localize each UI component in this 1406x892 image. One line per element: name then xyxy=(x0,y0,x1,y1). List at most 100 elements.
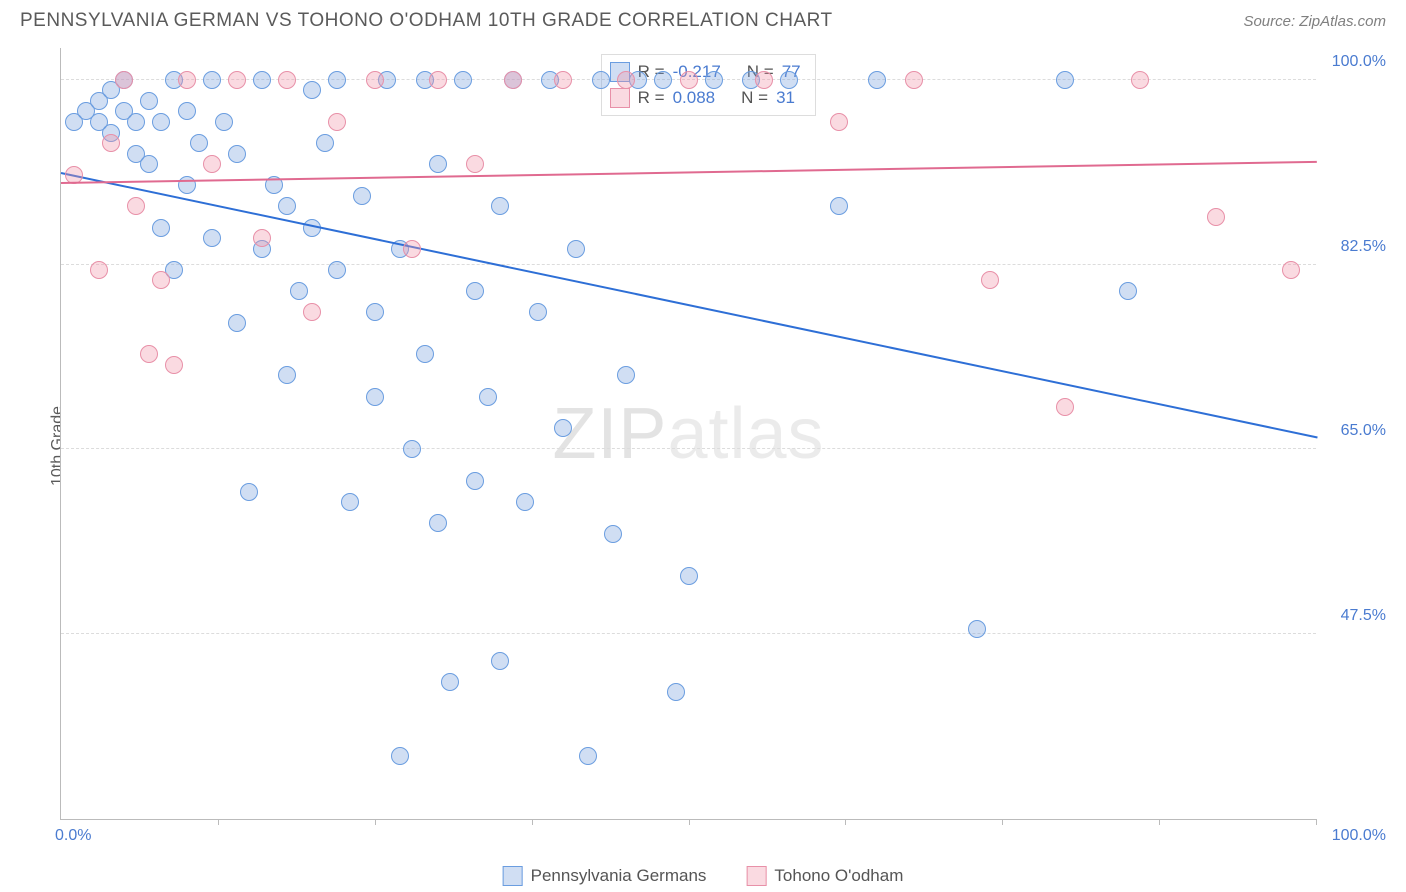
x-tick xyxy=(1316,819,1317,825)
scatter-point xyxy=(579,747,597,765)
scatter-point xyxy=(1282,261,1300,279)
scatter-point xyxy=(140,155,158,173)
scatter-point xyxy=(491,652,509,670)
scatter-point xyxy=(215,113,233,131)
scatter-point xyxy=(328,261,346,279)
scatter-point xyxy=(429,514,447,532)
scatter-point xyxy=(152,219,170,237)
scatter-point xyxy=(303,81,321,99)
scatter-point xyxy=(228,314,246,332)
scatter-point xyxy=(178,71,196,89)
legend-series-item: Pennsylvania Germans xyxy=(503,866,707,886)
chart-source: Source: ZipAtlas.com xyxy=(1243,13,1386,30)
scatter-point xyxy=(554,419,572,437)
legend-stat-row: R = 0.088 N = 31 xyxy=(610,85,801,111)
gridline xyxy=(61,264,1316,265)
scatter-point xyxy=(466,472,484,490)
scatter-point xyxy=(680,71,698,89)
scatter-point xyxy=(303,303,321,321)
gridline xyxy=(61,633,1316,634)
chart-header: PENNSYLVANIA GERMAN VS TOHONO O'ODHAM 10… xyxy=(0,0,1406,38)
scatter-point xyxy=(617,366,635,384)
x-axis-max-label: 100.0% xyxy=(1332,827,1386,845)
scatter-point xyxy=(391,747,409,765)
scatter-point xyxy=(353,187,371,205)
scatter-point xyxy=(780,71,798,89)
scatter-point xyxy=(1056,71,1074,89)
legend-swatch xyxy=(610,88,630,108)
x-tick xyxy=(1002,819,1003,825)
legend-r-label: R = xyxy=(638,85,665,111)
y-tick-label: 100.0% xyxy=(1322,53,1386,71)
x-tick xyxy=(532,819,533,825)
legend-series-item: Tohono O'odham xyxy=(746,866,903,886)
legend-swatch xyxy=(503,866,523,886)
scatter-point xyxy=(968,620,986,638)
scatter-point xyxy=(981,271,999,289)
x-tick xyxy=(1159,819,1160,825)
scatter-point xyxy=(366,71,384,89)
scatter-point xyxy=(190,134,208,152)
scatter-point xyxy=(403,240,421,258)
scatter-point xyxy=(491,197,509,215)
scatter-point xyxy=(127,197,145,215)
legend-series-label: Pennsylvania Germans xyxy=(531,866,707,886)
scatter-point xyxy=(1131,71,1149,89)
scatter-point xyxy=(278,366,296,384)
chart-title: PENNSYLVANIA GERMAN VS TOHONO O'ODHAM 10… xyxy=(20,10,833,32)
scatter-point xyxy=(830,113,848,131)
gridline xyxy=(61,448,1316,449)
scatter-point xyxy=(454,71,472,89)
scatter-point xyxy=(228,71,246,89)
scatter-point xyxy=(830,197,848,215)
scatter-point xyxy=(102,134,120,152)
scatter-point xyxy=(240,483,258,501)
legend-n-label: N = xyxy=(741,85,768,111)
legend-series: Pennsylvania Germans Tohono O'odham xyxy=(503,866,904,886)
scatter-point xyxy=(341,493,359,511)
legend-r-value: 0.088 xyxy=(673,85,716,111)
x-tick xyxy=(375,819,376,825)
scatter-point xyxy=(90,261,108,279)
y-tick-label: 47.5% xyxy=(1322,607,1386,625)
scatter-point xyxy=(253,229,271,247)
scatter-point xyxy=(115,71,133,89)
scatter-point xyxy=(278,197,296,215)
scatter-point xyxy=(203,155,221,173)
legend-series-label: Tohono O'odham xyxy=(774,866,903,886)
scatter-point xyxy=(203,229,221,247)
scatter-point xyxy=(152,271,170,289)
scatter-point xyxy=(868,71,886,89)
trend-line xyxy=(61,161,1317,184)
scatter-point xyxy=(429,155,447,173)
scatter-point xyxy=(441,673,459,691)
scatter-point xyxy=(516,493,534,511)
watermark-rest: atlas xyxy=(667,394,824,474)
scatter-point xyxy=(755,71,773,89)
x-axis-min-label: 0.0% xyxy=(55,827,91,845)
scatter-point xyxy=(366,388,384,406)
scatter-point xyxy=(140,345,158,363)
scatter-point xyxy=(228,145,246,163)
legend-n-value: 31 xyxy=(776,85,795,111)
scatter-point xyxy=(366,303,384,321)
scatter-point xyxy=(152,113,170,131)
scatter-point xyxy=(567,240,585,258)
y-tick-label: 82.5% xyxy=(1322,238,1386,256)
scatter-point xyxy=(140,92,158,110)
y-tick-label: 65.0% xyxy=(1322,422,1386,440)
plot-area: ZIPatlas R =-0.217N =77R =0.088N =31 0.0… xyxy=(60,48,1316,820)
scatter-point xyxy=(416,345,434,363)
trend-line xyxy=(61,172,1317,438)
x-tick xyxy=(845,819,846,825)
scatter-point xyxy=(316,134,334,152)
scatter-point xyxy=(617,71,635,89)
scatter-point xyxy=(328,71,346,89)
scatter-point xyxy=(529,303,547,321)
chart-container: ZIPatlas R =-0.217N =77R =0.088N =31 0.0… xyxy=(60,48,1386,844)
scatter-point xyxy=(429,71,447,89)
scatter-point xyxy=(1056,398,1074,416)
scatter-point xyxy=(178,102,196,120)
scatter-point xyxy=(466,282,484,300)
x-tick xyxy=(689,819,690,825)
